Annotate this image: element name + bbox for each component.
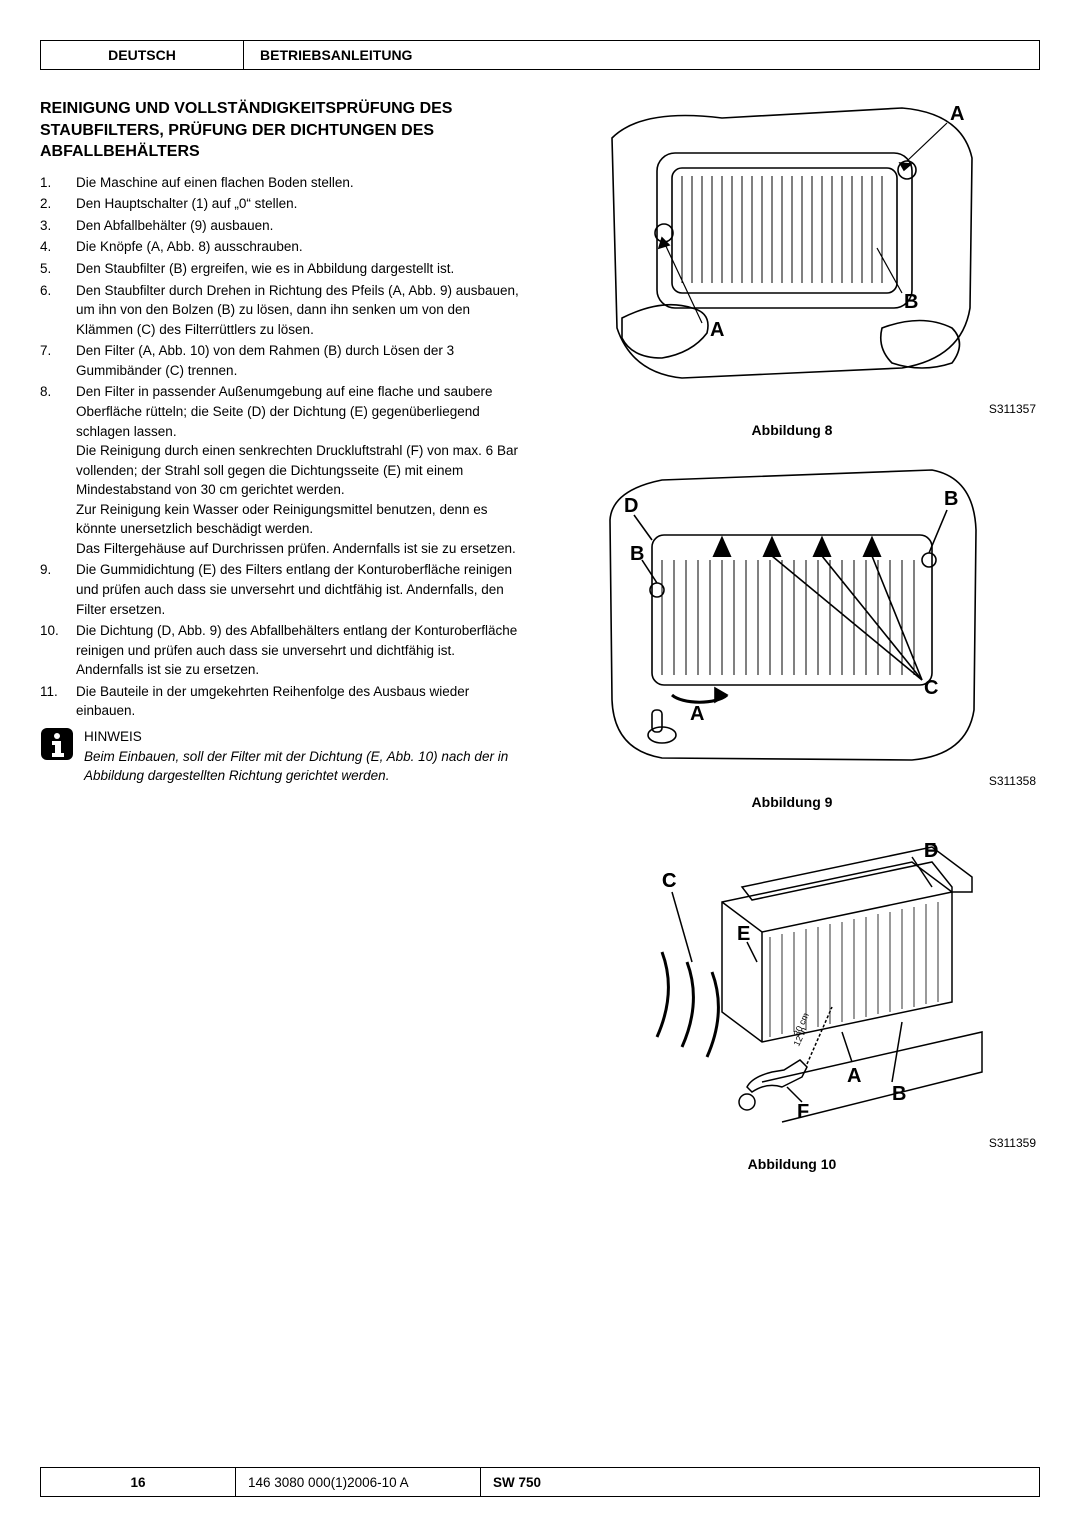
step-item: Den Abfallbehälter (9) ausbauen. [40, 216, 520, 236]
section-title: REINIGUNG UND VOLLSTÄNDIGKEITSPRÜFUNG DE… [40, 98, 520, 163]
figure-caption: Abbildung 9 [544, 794, 1040, 810]
callout-label: B [630, 543, 644, 565]
callout-label: D [624, 495, 638, 517]
figure-8: A A B S311357 Abbildung 8 [544, 98, 1040, 438]
step-item: Die Dichtung (D, Abb. 9) des Abfallbehäl… [40, 621, 520, 680]
figure-10: 30 cm 12 in C F C D E F A B S311359 Abbi… [544, 832, 1040, 1172]
callout-label: A [690, 703, 704, 725]
footer-bar: 16 146 3080 000(1)2006-10 A SW 750 [40, 1467, 1040, 1497]
callout-label: C [662, 870, 676, 892]
figure-9: D B B A C S311358 Abbildung 9 [544, 460, 1040, 810]
note-label: HINWEIS [84, 727, 520, 747]
header-lang: DEUTSCH [41, 41, 244, 69]
callout-label: B [944, 488, 958, 510]
figure-id: S311357 [544, 402, 1040, 416]
figure-id: S311359 [544, 1136, 1040, 1150]
callout-label: A [847, 1065, 861, 1087]
step-item: Die Bauteile in der umgekehrten Reihenfo… [40, 682, 520, 721]
callout-label: B [904, 291, 918, 313]
callout-label: C [924, 677, 938, 699]
header-title: BETRIEBSANLEITUNG [244, 41, 1039, 69]
callout-label: A [710, 319, 724, 341]
callout-label: F [797, 1101, 809, 1123]
footer-model: SW 750 [481, 1468, 1039, 1496]
step-item: Die Maschine auf einen flachen Boden ste… [40, 173, 520, 193]
callout-label: A [950, 103, 964, 125]
steps-list: Die Maschine auf einen flachen Boden ste… [40, 173, 520, 721]
footer-page: 16 [41, 1468, 236, 1496]
note-block: HINWEIS Beim Einbauen, soll der Filter m… [40, 727, 520, 786]
step-item: Die Gummidichtung (E) des Filters entlan… [40, 560, 520, 619]
step-item: Den Hauptschalter (1) auf „0“ stellen. [40, 194, 520, 214]
info-icon [40, 727, 74, 761]
callout-label: B [892, 1083, 906, 1105]
header-bar: DEUTSCH BETRIEBSANLEITUNG [40, 40, 1040, 70]
step-item: Den Filter in passender Außenumgebung au… [40, 382, 520, 558]
figure-caption: Abbildung 10 [544, 1156, 1040, 1172]
figure-caption: Abbildung 8 [544, 422, 1040, 438]
step-item: Den Filter (A, Abb. 10) von dem Rahmen (… [40, 341, 520, 380]
step-item: Die Knöpfe (A, Abb. 8) ausschrauben. [40, 237, 520, 257]
step-item: Den Staubfilter durch Drehen in Richtung… [40, 281, 520, 340]
callout-label: D [924, 840, 938, 862]
callout-label: E [737, 923, 750, 945]
footer-doc: 146 3080 000(1)2006-10 A [236, 1468, 481, 1496]
figure-id: S311358 [544, 774, 1040, 788]
note-body: Beim Einbauen, soll der Filter mit der D… [84, 747, 520, 786]
step-item: Den Staubfilter (B) ergreifen, wie es in… [40, 259, 520, 279]
